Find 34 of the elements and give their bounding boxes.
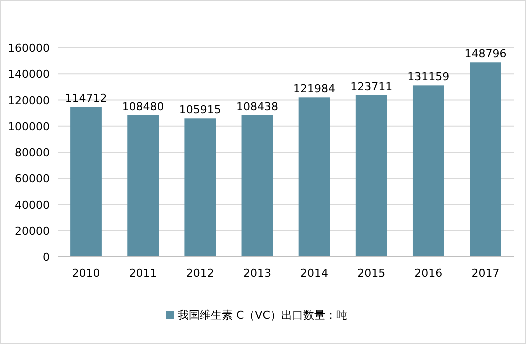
y-tick-label: 60000 bbox=[15, 172, 50, 186]
legend-label: 我国维生素 C（VC）出口数量：吨 bbox=[178, 309, 348, 322]
y-tick-label: 20000 bbox=[15, 224, 50, 238]
data-label: 121984 bbox=[294, 82, 336, 96]
data-label: 131159 bbox=[408, 70, 450, 84]
data-label: 105915 bbox=[179, 104, 222, 117]
data-label: 108480 bbox=[122, 100, 164, 114]
y-tick-label: 160000 bbox=[8, 42, 50, 55]
x-tick-label: 2016 bbox=[414, 267, 443, 280]
x-tick-label: 2017 bbox=[472, 267, 500, 280]
x-tick-label: 2015 bbox=[358, 267, 386, 280]
data-label: 114712 bbox=[65, 92, 108, 106]
bar bbox=[356, 95, 388, 257]
bar bbox=[298, 98, 330, 257]
bar bbox=[184, 118, 216, 257]
bar bbox=[128, 115, 160, 257]
x-tick-label: 2014 bbox=[300, 267, 329, 280]
x-tick-label: 2013 bbox=[243, 267, 272, 280]
y-tick-label: 80000 bbox=[15, 146, 50, 160]
data-label: 123711 bbox=[350, 80, 393, 94]
bar bbox=[412, 86, 444, 257]
y-tick-label: 40000 bbox=[15, 198, 50, 212]
y-tick-label: 120000 bbox=[8, 94, 50, 108]
y-tick-label: 0 bbox=[43, 251, 50, 264]
bar bbox=[470, 62, 502, 257]
x-tick-label: 2010 bbox=[72, 267, 100, 280]
bar bbox=[70, 107, 102, 257]
y-tick-label: 100000 bbox=[8, 120, 50, 134]
y-tick-label: 140000 bbox=[8, 68, 50, 82]
data-label: 148796 bbox=[464, 48, 507, 61]
data-label: 108438 bbox=[236, 100, 278, 114]
x-tick-label: 2011 bbox=[129, 267, 158, 280]
x-tick-label: 2012 bbox=[186, 267, 214, 280]
bar bbox=[242, 115, 274, 257]
